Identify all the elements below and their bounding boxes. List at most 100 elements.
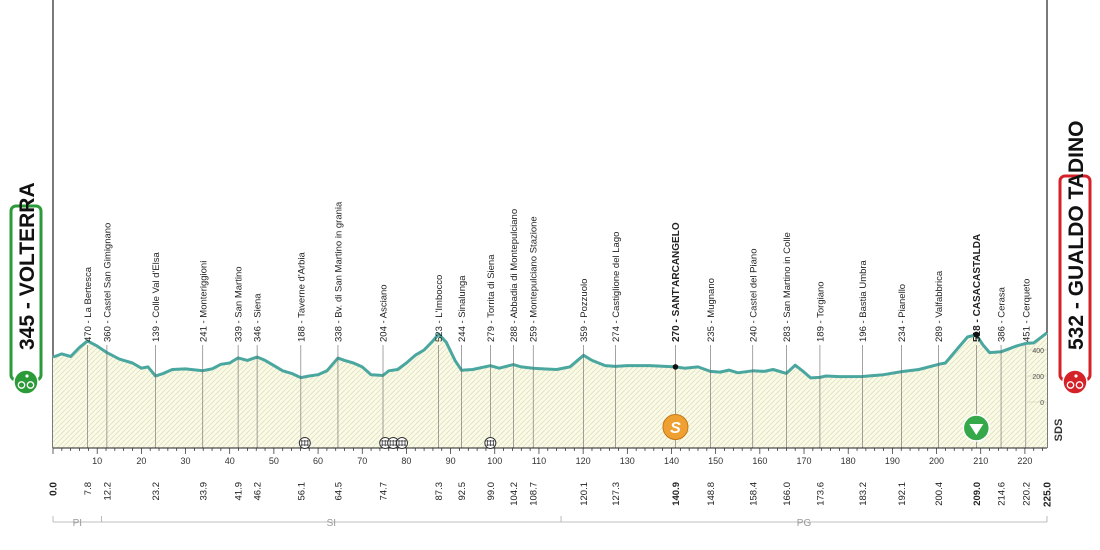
waypoint-km-label: 12.2 (102, 482, 113, 501)
x-tick-label: 140 (664, 456, 679, 466)
waypoint-label: 470 - La Bertesca (83, 266, 94, 342)
waypoint-label: 259 - Montepulciano Stazione (529, 216, 540, 342)
waypoint-km-label: 183.2 (858, 482, 869, 506)
x-tick-label: 210 (973, 456, 988, 466)
waypoint-label: 288 - Abbadia di Montepulciano (509, 209, 520, 342)
waypoint-km-label: 214.6 (997, 482, 1008, 506)
waypoint-label: 196 - Bastia Umbra (858, 259, 869, 342)
level-crossing-glyph (389, 440, 398, 446)
kom-triangle-icon (969, 424, 984, 435)
waypoint-km-label: 166.0 (782, 482, 793, 506)
x-tick-label: 110 (532, 456, 546, 466)
x-tick-label: 130 (620, 456, 635, 466)
x-tick-label: 10 (92, 456, 102, 466)
x-tick-label: 150 (708, 456, 723, 466)
waypoint-km-label: 140.9 (671, 482, 682, 506)
waypoint-label: 283 - San Martino in Colle (782, 232, 793, 342)
waypoint-label: 235 - Mugnano (706, 278, 717, 342)
start-km-label: 0.0 (49, 482, 60, 496)
waypoint-km-label: 220.2 (1021, 482, 1032, 506)
kom-point (973, 331, 980, 338)
waypoint-km-label: 158.4 (748, 482, 759, 506)
start-cyclist-icon-rider (25, 374, 29, 378)
waypoint-label: 270 - SANT'ARCANGELO (671, 222, 682, 342)
x-tick-label: 20 (136, 456, 146, 466)
y-tick-label: 400 (1032, 348, 1044, 355)
waypoint-label: 241 - Monteriggioni (198, 261, 209, 342)
level-crossing-glyph (398, 440, 407, 446)
level-crossing-glyph (486, 440, 495, 446)
waypoint-km-label: 64.5 (333, 482, 344, 501)
finish-badge-text: 532 - GUALDO TADINO (1065, 121, 1088, 350)
sprint-point (672, 364, 679, 370)
waypoint-km-label: 104.2 (509, 482, 520, 506)
waypoint-km-label: 200.4 (934, 482, 945, 506)
x-tick-label: 70 (357, 456, 367, 466)
waypoint-label: 234 - Pianello (897, 284, 908, 342)
waypoint-km-label: 192.1 (897, 482, 908, 506)
start-badge-text: 345 - VOLTERRA (16, 182, 39, 350)
x-tick-label: 200 (929, 456, 944, 466)
x-tick-label: 170 (797, 456, 812, 466)
waypoint-label: 244 - Sinalunga (457, 275, 468, 342)
sprint-icon (662, 414, 689, 440)
waypoint-km-label: 99.0 (486, 482, 497, 501)
waypoint-label: 339 - San Martino (234, 266, 245, 342)
finish-cyclist-icon-wheel (1066, 381, 1075, 389)
waypoint-km-label: 87.3 (434, 482, 445, 501)
waypoint-km-label: 173.6 (815, 482, 826, 506)
x-tick-label: 220 (1017, 456, 1032, 466)
waypoint-label: 346 - Siena (253, 293, 264, 342)
waypoint-km-label: 41.9 (234, 482, 245, 501)
y-tick-label: 0 (1040, 400, 1044, 407)
waypoint-label: 338 - Bv. di San Martino in grania (333, 201, 344, 342)
waypoint-label: 360 - Castel San Gimignano (102, 223, 113, 342)
start-cyclist-icon-wheel (26, 381, 35, 389)
start-cyclist-icon (13, 369, 39, 395)
start-cyclist-icon-wheel (17, 381, 26, 389)
waypoint-label: 188 - Taverne d'Arbia (296, 251, 307, 342)
waypoint-km-label: 108.7 (529, 482, 540, 506)
waypoint-km-label: 56.1 (296, 482, 307, 501)
waypoint-label: 518 - CASACASTALDA (972, 234, 983, 342)
waypoint-label: 189 - Torgiano (815, 281, 826, 342)
x-tick-label: 180 (841, 456, 856, 466)
profile-area-hatch (53, 332, 1047, 448)
waypoint-label: 139 - Colle Val d'Elsa (151, 251, 162, 342)
finish-cyclist-icon-wheel (1075, 381, 1084, 389)
sds-label: SDS (1053, 419, 1065, 442)
waypoint-km-label: 74.7 (379, 482, 390, 501)
waypoint-km-label: 209.0 (972, 482, 983, 506)
waypoint-label: 204 - Asciano (379, 284, 390, 342)
x-tick-label: 120 (576, 456, 591, 466)
waypoint-km-label: 33.9 (198, 482, 209, 501)
province-label: PG (797, 518, 812, 529)
waypoint-km-label: 120.1 (579, 482, 590, 506)
level-crossing-glyph (300, 440, 309, 446)
waypoint-km-label: 92.5 (457, 482, 468, 501)
waypoint-label: 451 - Cerqueto (1021, 279, 1032, 342)
x-tick-label: 50 (269, 456, 279, 466)
finish-cyclist-icon-rider (1074, 374, 1078, 378)
x-tick-label: 30 (181, 456, 191, 466)
waypoint-label: 279 - Torrita di Siena (486, 254, 497, 342)
x-tick-label: 60 (313, 456, 323, 466)
waypoint-label: 240 - Castel del Piano (748, 249, 759, 342)
waypoint-km-label: 46.2 (253, 482, 264, 501)
waypoint-km-label: 23.2 (151, 482, 162, 501)
province-label: PI (73, 518, 82, 529)
x-tick-label: 190 (885, 456, 900, 466)
waypoint-km-label: 148.8 (706, 482, 717, 506)
waypoint-label: 289 - Valfabbrica (934, 270, 945, 342)
waypoint-label: 386 - Cerasa (997, 286, 1008, 342)
finish-km-label: 225.0 (1043, 482, 1054, 507)
waypoint-label: 359 - Pozzuolo (579, 279, 590, 342)
waypoint-label: 523 - L'Imbocco (434, 275, 445, 342)
x-tick-label: 100 (487, 456, 502, 466)
x-tick-label: 40 (225, 456, 235, 466)
x-tick-label: 90 (446, 456, 456, 466)
waypoint-km-label: 7.8 (83, 482, 94, 495)
x-tick-label: 80 (401, 456, 411, 466)
finish-cyclist-icon (1062, 369, 1088, 395)
